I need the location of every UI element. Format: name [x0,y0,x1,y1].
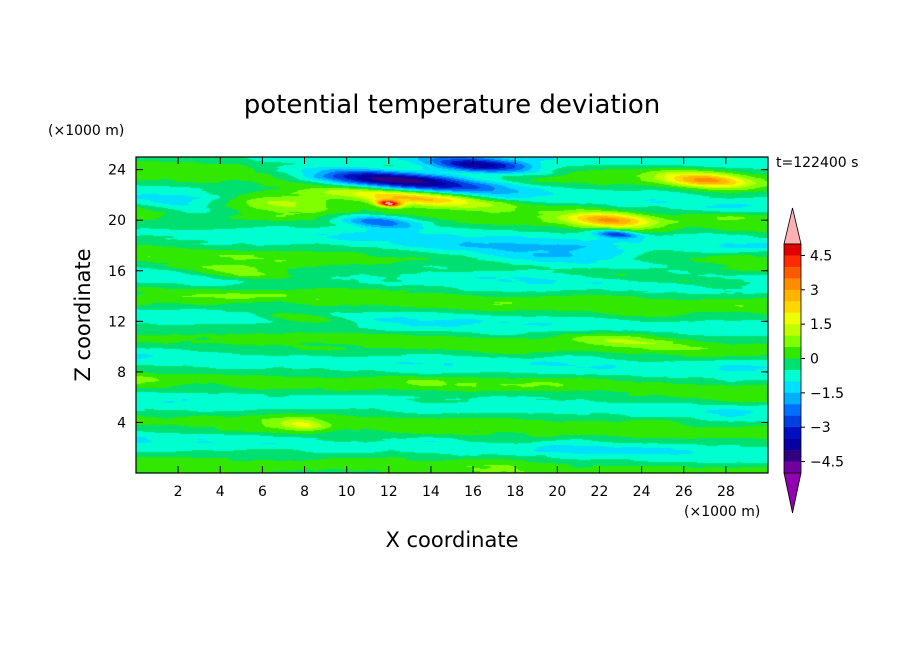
y-tick-label: 16 [108,264,126,280]
y-axis-label: Z coordinate [71,248,95,381]
x-tick-label: 16 [464,484,482,500]
x-tick-label: 14 [422,484,440,500]
colorbar-bin [784,427,801,439]
colorbar-bin [784,290,801,302]
colorbar-bin [784,324,801,336]
x-tick-label: 26 [675,484,693,500]
x-tick-label: 18 [506,484,524,500]
colorbar-bin [784,301,801,313]
x-tick-label: 22 [591,484,609,500]
x-unit-label: (×1000 m) [684,504,760,520]
colorbar-tick-label: −3 [810,420,831,436]
y-tick-label: 20 [108,213,126,229]
x-tick-label: 2 [174,484,183,500]
colorbar-bin [784,450,801,462]
colorbar-labels: 4.5 3 1.5 0 −1.5 −3 −4.5 [801,248,844,470]
colorbar-bin [784,267,801,279]
colorbar-tick-label: 4.5 [810,248,832,264]
colorbar-extend-high [784,208,801,244]
x-tick-label: 8 [300,484,309,500]
y-unit-label: (×1000 m) [48,123,124,139]
colorbar-extend-low [784,473,801,513]
y-tick-label: 12 [108,314,126,330]
y-tick-label: 8 [117,365,126,381]
colorbar-bin [784,336,801,348]
colorbar-bin [784,404,801,416]
colorbar-bin [784,278,801,290]
colorbar [784,208,801,513]
colorbar-bin [784,462,801,474]
colorbar-bin [784,439,801,451]
x-axis-label: X coordinate [385,528,518,552]
chart-title: potential temperature deviation [244,90,660,120]
colorbar-tick-label: 1.5 [810,317,832,333]
x-tick-label: 24 [633,484,651,500]
colorbar-bin [784,381,801,393]
colorbar-bin [784,359,801,371]
x-tick-label: 10 [338,484,356,500]
y-tick-label: 4 [117,415,126,431]
x-tick-label: 12 [380,484,398,500]
colorbar-tick-label: 0 [810,352,819,368]
colorbar-tick-label: 3 [810,283,819,299]
x-tick-label: 4 [216,484,225,500]
colorbar-tick-label: −1.5 [810,386,844,402]
colorbar-bin [784,347,801,359]
colorbar-bin [784,313,801,325]
colorbar-bin [784,416,801,428]
colorbar-tick-label: −4.5 [810,455,844,471]
colorbar-bin [784,255,801,267]
colorbar-bin [784,393,801,405]
colorbar-bin [784,370,801,382]
x-tick-label: 6 [258,484,267,500]
x-tick-label: 20 [548,484,566,500]
potential-temperature-field [136,157,768,473]
colorbar-bin [784,244,801,256]
x-tick-label: 28 [717,484,735,500]
y-tick-label: 24 [108,163,126,179]
time-label: t=122400 s [776,155,858,171]
plot-area [136,157,768,473]
